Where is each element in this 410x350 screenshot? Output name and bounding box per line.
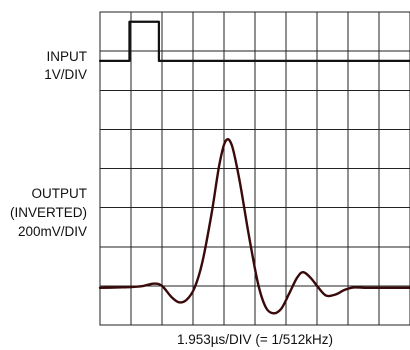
input-trace (98, 20, 410, 63)
traces (98, 20, 410, 315)
plot-frame (99, 11, 410, 326)
input-label: INPUT 1V/DIV (44, 49, 87, 82)
input-label-line-1: INPUT (47, 49, 88, 64)
output-label-line-1: OUTPUT (32, 186, 88, 201)
output-label: OUTPUT (INVERTED) 200mV/DIV (10, 186, 87, 239)
output-label-line-2: (INVERTED) (10, 205, 87, 220)
grid (100, 12, 410, 325)
input-label-line-2: 1V/DIV (44, 67, 87, 82)
x-axis-label: 1.953µs/DIV (= 1/512kHz) (177, 332, 333, 347)
output-label-line-3: 200mV/DIV (18, 224, 87, 239)
output-trace (98, 138, 410, 315)
